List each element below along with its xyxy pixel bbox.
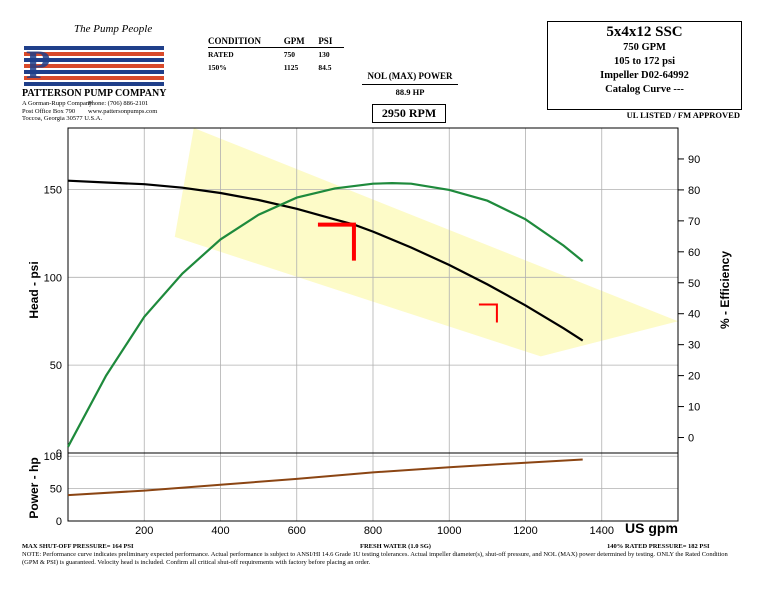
table-header: GPM <box>283 36 319 48</box>
impeller-id: Impeller D02-64992 <box>600 70 689 81</box>
efficiency-tick-label: 60 <box>688 247 700 259</box>
table-cell: RATED <box>208 50 234 59</box>
nol-label: NOL (MAX) POWER <box>367 71 453 81</box>
head-tick-label: 50 <box>50 360 62 372</box>
efficiency-tick-label: 50 <box>688 278 700 290</box>
pump-model: 5x4x12 SSC <box>606 24 683 40</box>
table-cell: 150% <box>208 63 227 72</box>
rated-pressure-140: 140% RATED PRESSURE= 182 PSI <box>607 543 710 550</box>
x-axis-label: US gpm <box>625 520 678 536</box>
x-tick-label: 600 <box>288 525 306 537</box>
power-tick-label: 100 <box>44 451 62 463</box>
efficiency-tick-label: 10 <box>688 402 700 414</box>
head-tick-label: 0 <box>56 448 62 460</box>
power-tick-label: 0 <box>56 516 62 528</box>
head-curve <box>67 179 584 342</box>
x-tick-label: 800 <box>364 525 382 537</box>
x-tick-label: 1200 <box>513 525 537 537</box>
table-row: 150% 1125 84.5 <box>208 61 344 74</box>
y2-axis-label-efficiency: % - Efficiency <box>718 251 732 329</box>
efficiency-tick-label: 70 <box>688 216 700 228</box>
footnote: NOTE: Performance curve indicates prelim… <box>22 551 728 566</box>
title-box: 5x4x12 SSC 750 GPM 105 to 172 psi Impell… <box>547 21 742 110</box>
company-name: PATTERSON PUMP COMPANY <box>22 88 167 99</box>
address-line: Post Office Box 790 <box>22 107 76 115</box>
x-tick-label: 1000 <box>437 525 461 537</box>
table-header: CONDITION <box>208 36 284 48</box>
table-header: PSI <box>318 36 344 48</box>
power-tick-label: 50 <box>50 484 62 496</box>
efficiency-curve <box>67 181 584 448</box>
efficiency-tick-label: 0 <box>688 433 694 445</box>
address-line: Toccoa, Georgia 30577 U.S.A. <box>22 115 103 122</box>
company-contact: Phone: (706) 886-2101 www.pattersonpumps… <box>88 100 157 115</box>
catalog-curve: Catalog Curve --- <box>605 84 684 95</box>
table-cell: 84.5 <box>318 63 332 72</box>
operating-point-marker <box>317 222 356 261</box>
head-tick-label: 100 <box>44 272 62 284</box>
operating-region <box>174 128 678 357</box>
table-row: RATED 750 130 <box>208 48 344 62</box>
head-tick-label: 150 <box>44 184 62 196</box>
power-curve <box>67 458 583 497</box>
table-cell: 750 <box>283 50 295 59</box>
company-address: A Gorman-Rupp Company Post Office Box 79… <box>22 100 102 123</box>
nol-divider <box>362 84 458 85</box>
efficiency-tick-label: 40 <box>688 309 700 321</box>
conditions-table: CONDITION GPM PSI RATED 750 130 150% 112… <box>208 36 344 74</box>
x-tick-label: 400 <box>211 525 229 537</box>
rpm-box: 2950 RPM <box>372 104 446 123</box>
psi-range: 105 to 172 psi <box>614 56 675 67</box>
x-tick-label: 1400 <box>590 525 614 537</box>
nol-value: 88.9 HP <box>395 87 425 97</box>
contact-website: www.pattersonpumps.com <box>88 107 158 115</box>
efficiency-tick-label: 20 <box>688 371 700 383</box>
svg-text:P: P <box>26 42 50 87</box>
patterson-logo: P The Pump People <box>24 23 164 87</box>
y-axis-label-power: Power - hp <box>27 457 41 518</box>
ul-listing: UL LISTED / FM APPROVED <box>626 110 740 120</box>
logo-tagline: The Pump People <box>74 23 152 35</box>
power-plot-frame <box>67 452 679 522</box>
table-cell: 130 <box>318 50 330 59</box>
address-line: A Gorman-Rupp Company <box>22 100 93 107</box>
operating-point-marker <box>478 303 498 323</box>
logo-stripes <box>24 46 164 86</box>
y-axis-label-head: Head - psi <box>27 261 41 318</box>
rated-gpm: 750 GPM <box>623 42 666 53</box>
efficiency-tick-label: 80 <box>688 185 700 197</box>
table-cell: 1125 <box>283 63 299 72</box>
x-tick-label: 200 <box>135 525 153 537</box>
shutoff-pressure: MAX SHUT-OFF PRESSURE= 164 PSI <box>22 543 134 550</box>
fluid-note: FRESH WATER (1.0 SG) <box>360 543 431 550</box>
contact-phone: Phone: (706) 886-2101 <box>88 100 149 107</box>
efficiency-tick-label: 90 <box>688 154 700 166</box>
efficiency-tick-label: 30 <box>688 340 700 352</box>
